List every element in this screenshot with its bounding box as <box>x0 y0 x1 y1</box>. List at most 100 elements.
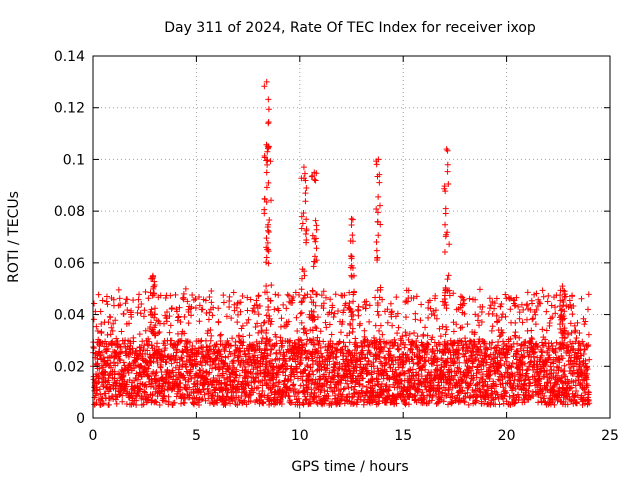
data-point <box>295 395 302 402</box>
data-point <box>288 399 295 406</box>
data-point <box>459 324 466 331</box>
data-point <box>402 314 409 321</box>
data-point <box>488 327 495 334</box>
data-point <box>546 319 553 326</box>
data-point <box>106 401 113 408</box>
data-point <box>350 288 357 295</box>
data-point <box>100 400 107 407</box>
data-point <box>303 226 310 233</box>
data-point <box>319 354 326 361</box>
data-point <box>447 377 454 384</box>
data-point <box>302 190 309 197</box>
data-point <box>93 323 100 330</box>
data-point <box>145 373 152 380</box>
data-point <box>471 329 478 336</box>
data-point <box>472 356 479 363</box>
data-point <box>222 354 229 361</box>
data-point <box>320 300 327 307</box>
data-point <box>254 364 261 371</box>
data-point <box>181 330 188 337</box>
data-point <box>239 322 246 329</box>
data-point <box>109 393 116 400</box>
data-point <box>415 360 422 367</box>
data-point <box>231 377 238 384</box>
data-point <box>302 198 309 205</box>
data-point <box>98 328 105 335</box>
data-point <box>117 357 124 364</box>
x-axis-label: GPS time / hours <box>291 459 408 475</box>
data-point <box>270 366 277 373</box>
data-point <box>574 319 581 326</box>
data-point <box>360 375 367 382</box>
data-point <box>112 317 119 324</box>
data-point <box>360 304 367 311</box>
data-point <box>474 393 481 400</box>
data-point <box>217 331 224 338</box>
data-point <box>303 216 310 223</box>
data-point <box>330 376 337 383</box>
data-point <box>431 312 438 319</box>
data-point <box>240 339 247 346</box>
data-point <box>532 321 539 328</box>
data-point <box>477 343 484 350</box>
data-point <box>390 393 397 400</box>
data-point <box>246 332 253 339</box>
data-point <box>454 392 461 399</box>
data-point <box>301 325 308 332</box>
data-point <box>206 293 213 300</box>
y-axis-label: ROTI / TECUs <box>6 191 22 283</box>
data-point <box>177 379 184 386</box>
data-point <box>389 322 396 329</box>
data-point <box>478 374 485 381</box>
data-point <box>110 296 117 303</box>
data-point <box>103 361 110 368</box>
data-point <box>235 394 242 401</box>
data-point <box>406 367 413 374</box>
data-point <box>183 364 190 371</box>
data-point <box>265 304 272 311</box>
data-point <box>254 370 261 377</box>
data-point <box>236 372 243 379</box>
data-point <box>104 301 111 308</box>
data-point <box>222 360 229 367</box>
data-point <box>312 238 319 245</box>
data-point <box>461 398 468 405</box>
data-point <box>286 393 293 400</box>
data-point <box>163 318 170 325</box>
data-point <box>317 328 324 335</box>
data-point <box>448 398 455 405</box>
data-point <box>154 359 161 366</box>
data-point <box>340 386 347 393</box>
data-point <box>263 184 270 191</box>
data-point <box>297 310 304 317</box>
data-point <box>480 362 487 369</box>
data-point <box>307 326 314 333</box>
data-point <box>226 293 233 300</box>
data-point <box>401 377 408 384</box>
data-point <box>276 379 283 386</box>
data-point <box>277 350 284 357</box>
data-point <box>136 385 143 392</box>
data-point <box>447 337 454 344</box>
data-point <box>473 397 480 404</box>
data-point <box>177 318 184 325</box>
data-point <box>310 263 317 270</box>
data-point <box>471 340 478 347</box>
data-point <box>313 245 320 252</box>
data-point <box>540 293 547 300</box>
data-point <box>264 148 271 155</box>
data-point <box>239 333 246 340</box>
data-point <box>417 317 424 324</box>
data-point <box>137 347 144 354</box>
data-point <box>118 328 125 335</box>
data-point <box>241 363 248 370</box>
data-point <box>418 367 425 374</box>
data-point <box>98 379 105 386</box>
data-point <box>145 335 152 342</box>
data-point <box>379 331 386 338</box>
data-point <box>116 391 123 398</box>
data-point <box>392 339 399 346</box>
data-point <box>99 401 106 408</box>
data-point <box>135 390 142 397</box>
